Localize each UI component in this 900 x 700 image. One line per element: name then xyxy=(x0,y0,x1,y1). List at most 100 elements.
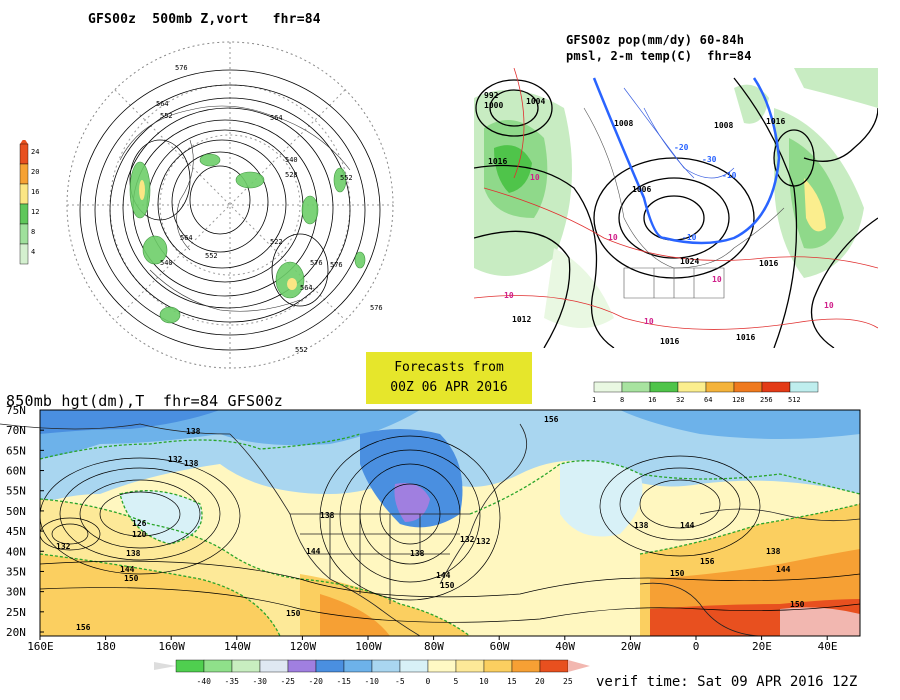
vort-colorbar-swatch xyxy=(19,183,29,205)
precip-colorbar-label: 8 xyxy=(620,396,624,404)
vort-contour-label: 552 xyxy=(205,252,218,260)
verif-time: verif time: Sat 09 APR 2016 12Z xyxy=(596,674,858,690)
temp-scale-swatch xyxy=(427,659,457,673)
temp-scale-label: 25 xyxy=(563,677,573,686)
hgt850-contour-label: 132 xyxy=(476,537,491,546)
precip-isobar-label: 1024 xyxy=(680,257,699,266)
precip-colorbar-label: 16 xyxy=(648,396,656,404)
precip-isobar-label: 1004 xyxy=(526,97,545,106)
lat-tick-label: 40N xyxy=(6,545,26,558)
lon-tick-label: 20E xyxy=(752,640,772,653)
precip-colorbar-swatch xyxy=(649,381,679,393)
precip-title-line2: pmsl, 2-m temp(C) fhr=84 xyxy=(566,49,752,63)
vort-colorbar-swatch xyxy=(19,163,29,185)
temp-scale-swatch xyxy=(455,659,485,673)
temp-scale-label: 15 xyxy=(507,677,517,686)
vort-colorbar-swatch xyxy=(19,223,29,245)
hgt850-title: 850mb hgt(dm),T fhr=84 GFS00z xyxy=(6,392,283,410)
lon-tick-label: 120W xyxy=(290,640,317,653)
hgt850-contour-label: 150 xyxy=(440,581,455,590)
precip-colorbar-swatch xyxy=(789,381,819,393)
temp-scale-swatch xyxy=(483,659,513,673)
temp-scale-swatch xyxy=(287,659,317,673)
hgt850-contour-label: 132 xyxy=(460,535,475,544)
precip-colorbar-label: 32 xyxy=(676,396,684,404)
lat-tick-label: 55N xyxy=(6,485,26,498)
temp-scale-swatch xyxy=(259,659,289,673)
temp-scale-swatch xyxy=(203,659,233,673)
temp-scale-swatch xyxy=(511,659,541,673)
lat-tick-label: 75N xyxy=(6,404,26,417)
vort-colorbar-swatch xyxy=(19,203,29,225)
precip-temp-label: -20 xyxy=(674,143,689,152)
lat-tick-label: 70N xyxy=(6,424,26,437)
hgt850-contour-label: 132 xyxy=(56,542,71,551)
precip-isobar-label: 1008 xyxy=(714,121,733,130)
lon-tick-label: 100W xyxy=(355,640,382,653)
precip-isobar-label: 1012 xyxy=(512,315,531,324)
vort-colorbar-label: 24 xyxy=(31,148,39,156)
hgt850-contour-label: 144 xyxy=(306,547,321,556)
polar-vort-map: 576 564 552 540 528 522 552 564 576 564 540 552 576 5… xyxy=(66,41,394,369)
vort-contour-label: 576 xyxy=(175,64,188,72)
precip-temp-label: 10 xyxy=(712,275,722,284)
vort-contour-label: 552 xyxy=(340,174,353,182)
vort-contour-label: 564 xyxy=(156,100,169,108)
precip-isobar-label: 992 xyxy=(484,91,499,100)
lon-tick-label: 60W xyxy=(490,640,510,653)
precip-temp-label: 10 xyxy=(644,317,654,326)
hgt850-contour-label: 150 xyxy=(670,569,685,578)
lon-tick-label: 20W xyxy=(621,640,641,653)
lon-tick-label: 160W xyxy=(158,640,185,653)
lon-tick-label: 140W xyxy=(224,640,251,653)
precip-isobar-label: 1016 xyxy=(660,337,679,346)
precip-temp-label: -10 xyxy=(682,233,697,242)
vort-contour-label: 552 xyxy=(295,346,308,354)
lat-tick-label: 25N xyxy=(6,606,26,619)
temp-scale-label: 20 xyxy=(535,677,545,686)
hgt850-contour-label: 138 xyxy=(634,521,649,530)
precip-colorbar-label: 1 xyxy=(592,396,596,404)
temp-scale-swatch xyxy=(315,659,345,673)
forecast-line2: 00Z 06 APR 2016 xyxy=(390,380,508,395)
hgt850-contour-label: 150 xyxy=(124,574,139,583)
temp-scale-label: -35 xyxy=(225,677,240,686)
precip-temp-label: 10 xyxy=(608,233,618,242)
vort-colorbar-swatch xyxy=(19,243,29,265)
temp-scale-label: -25 xyxy=(281,677,296,686)
temp-scale-label: -5 xyxy=(395,677,405,686)
precip-isobar-label: 1006 xyxy=(632,185,651,194)
vort-colorbar-swatch xyxy=(19,143,29,165)
hgt850-contour-label: 138 xyxy=(186,427,201,436)
temp-scale-label: -40 xyxy=(197,677,212,686)
lat-tick-label: 30N xyxy=(6,586,26,599)
lon-tick-label: 40E xyxy=(818,640,838,653)
precip-isobar-label: 1016 xyxy=(736,333,755,342)
precip-colorbar-label: 128 xyxy=(732,396,745,404)
hgt850-contour-label: 132 xyxy=(168,455,183,464)
hgt850-contour-label: 138 xyxy=(320,511,335,520)
hgt850-contour-label: 150 xyxy=(286,609,301,618)
vort-contour-label: 576 xyxy=(370,304,383,312)
temp-scale-label: 5 xyxy=(454,677,459,686)
precip-colorbar-swatch xyxy=(621,381,651,393)
precip-temp-label: 10 xyxy=(504,291,514,300)
vort-colorbar-label: 16 xyxy=(31,188,39,196)
temp-scale-swatch xyxy=(175,659,205,673)
vort-colorbar-label: 12 xyxy=(31,208,39,216)
hgt850-contour-label: 144 xyxy=(776,565,791,574)
temp-scale-label: -10 xyxy=(365,677,380,686)
temp-scale-label: 10 xyxy=(479,677,489,686)
lon-tick-label: 180 xyxy=(96,640,116,653)
vort-colorbar-label: 8 xyxy=(31,228,35,236)
precip-isobar-label: 1016 xyxy=(488,157,507,166)
hgt850-contour-label: 120 xyxy=(132,530,147,539)
vort-contour-label: 576 xyxy=(310,259,323,267)
hgt850-contour-label: 138 xyxy=(184,459,199,468)
hgt850-contour-label: 156 xyxy=(700,557,715,566)
precip-colorbar: 1 8 16 32 64 128 256 512 xyxy=(592,381,819,404)
vort-colorbar-label: 20 xyxy=(31,168,39,176)
precip-colorbar-label: 64 xyxy=(704,396,712,404)
temp-scale-swatch xyxy=(343,659,373,673)
lon-tick-label: 160E xyxy=(27,640,54,653)
